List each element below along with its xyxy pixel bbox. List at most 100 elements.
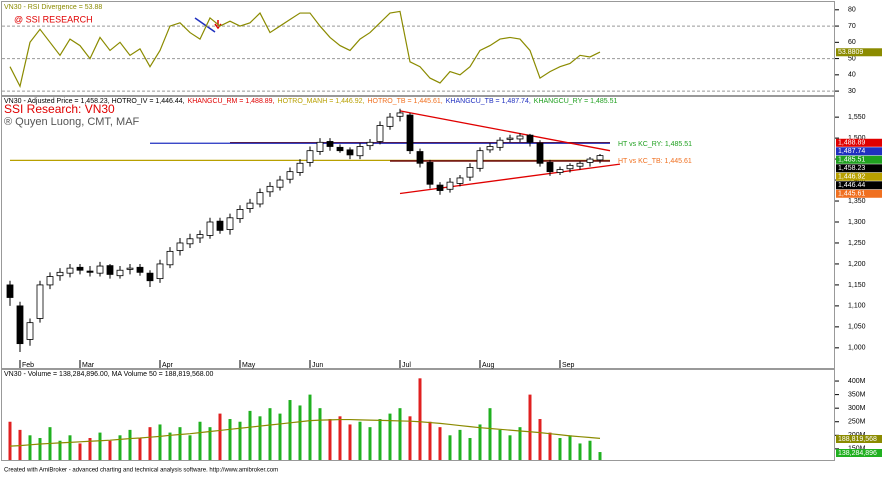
candle-body bbox=[306, 150, 314, 163]
candle-body bbox=[226, 217, 234, 230]
volume-bar bbox=[568, 435, 572, 460]
volume-bar bbox=[478, 424, 482, 460]
volume-bar bbox=[398, 408, 402, 460]
candle-body bbox=[336, 146, 344, 152]
candle-body bbox=[16, 305, 24, 345]
value-box bbox=[836, 172, 882, 181]
volume-bar bbox=[468, 438, 472, 460]
candle-body bbox=[576, 162, 584, 167]
candle-body bbox=[36, 284, 44, 319]
volume-panel bbox=[1, 369, 835, 461]
volume-bar bbox=[78, 443, 82, 460]
candle-body bbox=[526, 134, 534, 143]
volume-bar bbox=[578, 443, 582, 460]
volume-bar bbox=[188, 435, 192, 460]
x-tick-label: Aug bbox=[482, 362, 495, 369]
candle-body bbox=[456, 177, 464, 184]
candle-body bbox=[516, 135, 524, 140]
y-tick-label: 1,050 bbox=[848, 324, 866, 331]
candle-body bbox=[476, 150, 484, 169]
candle-body bbox=[556, 169, 564, 173]
candle-body bbox=[396, 112, 404, 117]
volume-bar bbox=[38, 438, 42, 460]
volume-bar bbox=[248, 410, 252, 460]
candle-body bbox=[176, 242, 184, 251]
y-tick-label: 60 bbox=[848, 39, 856, 46]
candle-body bbox=[326, 141, 334, 147]
volume-bar bbox=[338, 416, 342, 460]
header-item: VN30 - Adjusted Price = 1,458.23, HOTRO_… bbox=[4, 98, 185, 105]
volume-bar bbox=[298, 405, 302, 460]
candle-body bbox=[156, 263, 164, 280]
volume-bar bbox=[328, 419, 332, 460]
candle-body bbox=[56, 271, 64, 277]
candle-body bbox=[376, 125, 384, 142]
volume-bar bbox=[518, 427, 522, 460]
candle-body bbox=[346, 149, 354, 156]
candle-body bbox=[406, 114, 414, 152]
value-box-label: 1,488.89 bbox=[838, 140, 865, 147]
volume-bar bbox=[488, 408, 492, 460]
y-tick-label: 40 bbox=[848, 72, 856, 79]
candle-body bbox=[146, 272, 154, 282]
candle-body bbox=[386, 116, 394, 127]
ma-line bbox=[9, 418, 601, 447]
candle-body bbox=[486, 146, 494, 151]
candle-body bbox=[356, 146, 364, 157]
candle-body bbox=[166, 250, 174, 266]
x-tick-label: Feb bbox=[22, 362, 34, 369]
price-title: SSI Research: VN30 bbox=[4, 102, 115, 116]
candle-body bbox=[206, 221, 214, 236]
x-tick-label: Sep bbox=[562, 362, 575, 369]
y-tick-label: 1,300 bbox=[848, 219, 866, 226]
volume-bar bbox=[168, 432, 172, 460]
y-tick-label: 1,200 bbox=[848, 261, 866, 268]
volume-bar bbox=[358, 421, 362, 460]
candle-body bbox=[26, 322, 34, 340]
value-box-label: 188,819,568 bbox=[838, 436, 877, 443]
y-tick-label: 1,500 bbox=[848, 135, 866, 142]
volume-bar bbox=[318, 408, 322, 460]
header-item: KHANGCU_RM = 1,488.89, bbox=[188, 98, 275, 105]
candle-body bbox=[246, 202, 254, 209]
volume-bar bbox=[308, 394, 312, 460]
candle-body bbox=[436, 184, 444, 191]
volume-bar bbox=[348, 424, 352, 460]
y-tick-label: 1,550 bbox=[848, 114, 866, 121]
candle-body bbox=[276, 179, 284, 188]
candle-body bbox=[76, 266, 84, 271]
volume-bar bbox=[218, 413, 222, 460]
price-panel bbox=[1, 96, 835, 369]
candle-body bbox=[596, 155, 604, 161]
rsi-line bbox=[9, 10, 601, 88]
value-box bbox=[836, 155, 882, 164]
candle-body bbox=[586, 158, 594, 163]
y-tick-label: 400M bbox=[848, 378, 866, 385]
rsi-annotation: @ SSI RESEARCH bbox=[14, 14, 93, 24]
volume-bar bbox=[18, 429, 22, 460]
value-box-label: 1,445.61 bbox=[838, 191, 865, 198]
candle-body bbox=[416, 151, 424, 164]
value-box-label: 53.8809 bbox=[838, 49, 863, 56]
y-tick-label: 250M bbox=[848, 419, 866, 426]
volume-bar bbox=[388, 413, 392, 460]
value-box-label: 1,485.51 bbox=[838, 157, 865, 164]
value-box-label: 1,487.74 bbox=[838, 148, 865, 155]
candle-body bbox=[46, 276, 54, 286]
y-tick-label: 1,350 bbox=[848, 198, 866, 205]
divergence-line bbox=[194, 17, 216, 33]
rsi-panel bbox=[1, 1, 835, 96]
value-box-label: 1,446.44 bbox=[838, 182, 865, 189]
value-box-label: 1,458.23 bbox=[838, 165, 865, 172]
value-box bbox=[836, 147, 882, 156]
price-subtitle: ® Quyen Luong, CMT, MAF bbox=[4, 116, 140, 128]
rsi-title: VN30 - RSI Divergence = 53.88 bbox=[4, 4, 102, 11]
candle-body bbox=[266, 185, 274, 193]
y-tick-label: 1,150 bbox=[848, 282, 866, 289]
candle-body bbox=[466, 167, 474, 178]
volume-bar bbox=[178, 427, 182, 460]
candle-body bbox=[136, 266, 144, 273]
volume-bar bbox=[158, 424, 162, 460]
x-tick-label: Apr bbox=[162, 362, 174, 369]
